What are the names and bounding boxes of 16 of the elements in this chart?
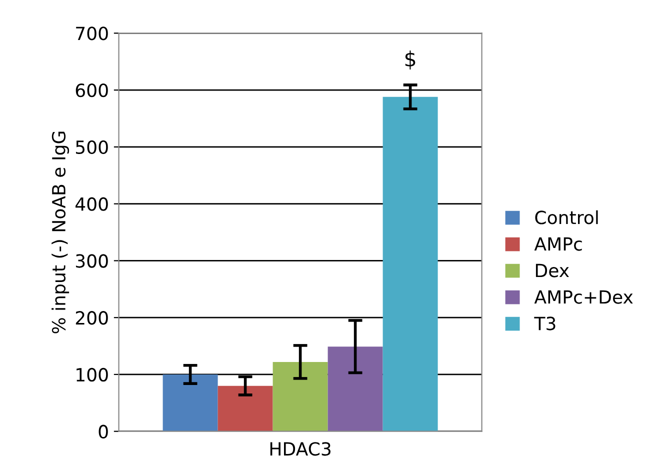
legend-label: AMPc+Dex [534,290,633,304]
legend-label: AMPc [534,237,582,251]
annotation: $ [405,50,416,70]
y-tick-label: 700 [76,26,108,40]
y-tick-label: 100 [76,368,108,382]
y-tick-label: 300 [76,254,108,268]
y-tick-label: 500 [76,140,108,154]
legend-label: Control [535,210,598,224]
legend-label: T3 [534,316,556,330]
y-tick-label: 200 [76,311,108,325]
legend-label: Dex [536,264,569,278]
y-tick-label: 400 [75,197,108,211]
y-tick-label: 0 [98,424,108,438]
x-axis-title: HDAC3 [270,442,330,456]
y-tick-label: 600 [76,84,108,98]
y-axis-title: % input (-) NoAB e IgG [52,132,70,334]
